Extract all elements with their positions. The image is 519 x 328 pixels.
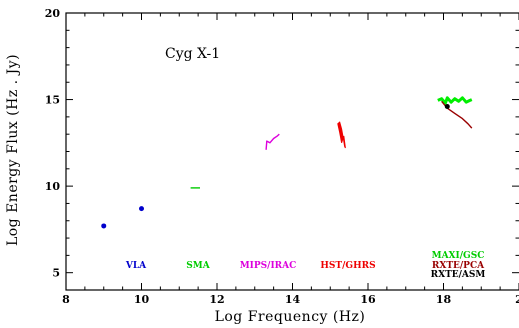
x-axis-label: Log Frequency (Hz) — [215, 309, 366, 325]
vla-point — [139, 206, 144, 212]
x-tick-label: 12 — [209, 293, 224, 306]
x-tick-label: 14 — [285, 293, 301, 306]
instrument-label-maxi-gsc: MAXI/GSC — [432, 251, 485, 261]
instrument-label-mips-irac: MIPS/IRAC — [240, 261, 297, 271]
y-tick-label: 15 — [45, 94, 60, 107]
chart-annotation: Cyg X-1 — [165, 46, 220, 62]
maxi-gsc-line — [437, 96, 473, 105]
instrument-label-rxte-asm: RXTE/ASM — [431, 270, 486, 280]
x-tick-label: 2 — [515, 293, 519, 306]
x-tick-label: 8 — [62, 293, 70, 306]
instrument-label-hst-ghrs: HST/GHRS — [320, 261, 375, 271]
plot-border — [65, 12, 519, 291]
mips-irac-line — [265, 133, 280, 150]
instrument-label-rxte-pca: RXTE/PCA — [432, 261, 485, 271]
instrument-labels: VLA SMA MIPS/IRAC HST/GHRS MAXI/GSCRXTE/PCAR… — [125, 251, 486, 280]
x-tick-label: 18 — [436, 293, 452, 306]
plot-frame — [65, 12, 519, 291]
y-tick-label: 20 — [45, 7, 61, 20]
hst-ghrs-band — [337, 121, 346, 149]
y-tick-label: 5 — [52, 267, 60, 280]
axis-ticks: 8 10 12 14 16 18 2 5 10 15 20 — [45, 7, 519, 306]
rxte-asm-point — [444, 103, 450, 109]
x-tick-label: 10 — [134, 293, 150, 306]
y-axis-label: Log Energy Flux (Hz . Jy) — [5, 54, 21, 246]
vla-point — [101, 223, 107, 229]
instrument-label-vla: VLA — [125, 261, 147, 271]
x-tick-label: 16 — [360, 293, 376, 306]
y-tick-label: 10 — [45, 180, 61, 193]
instrument-label-sma: SMA — [186, 261, 210, 271]
data-series — [101, 96, 473, 229]
